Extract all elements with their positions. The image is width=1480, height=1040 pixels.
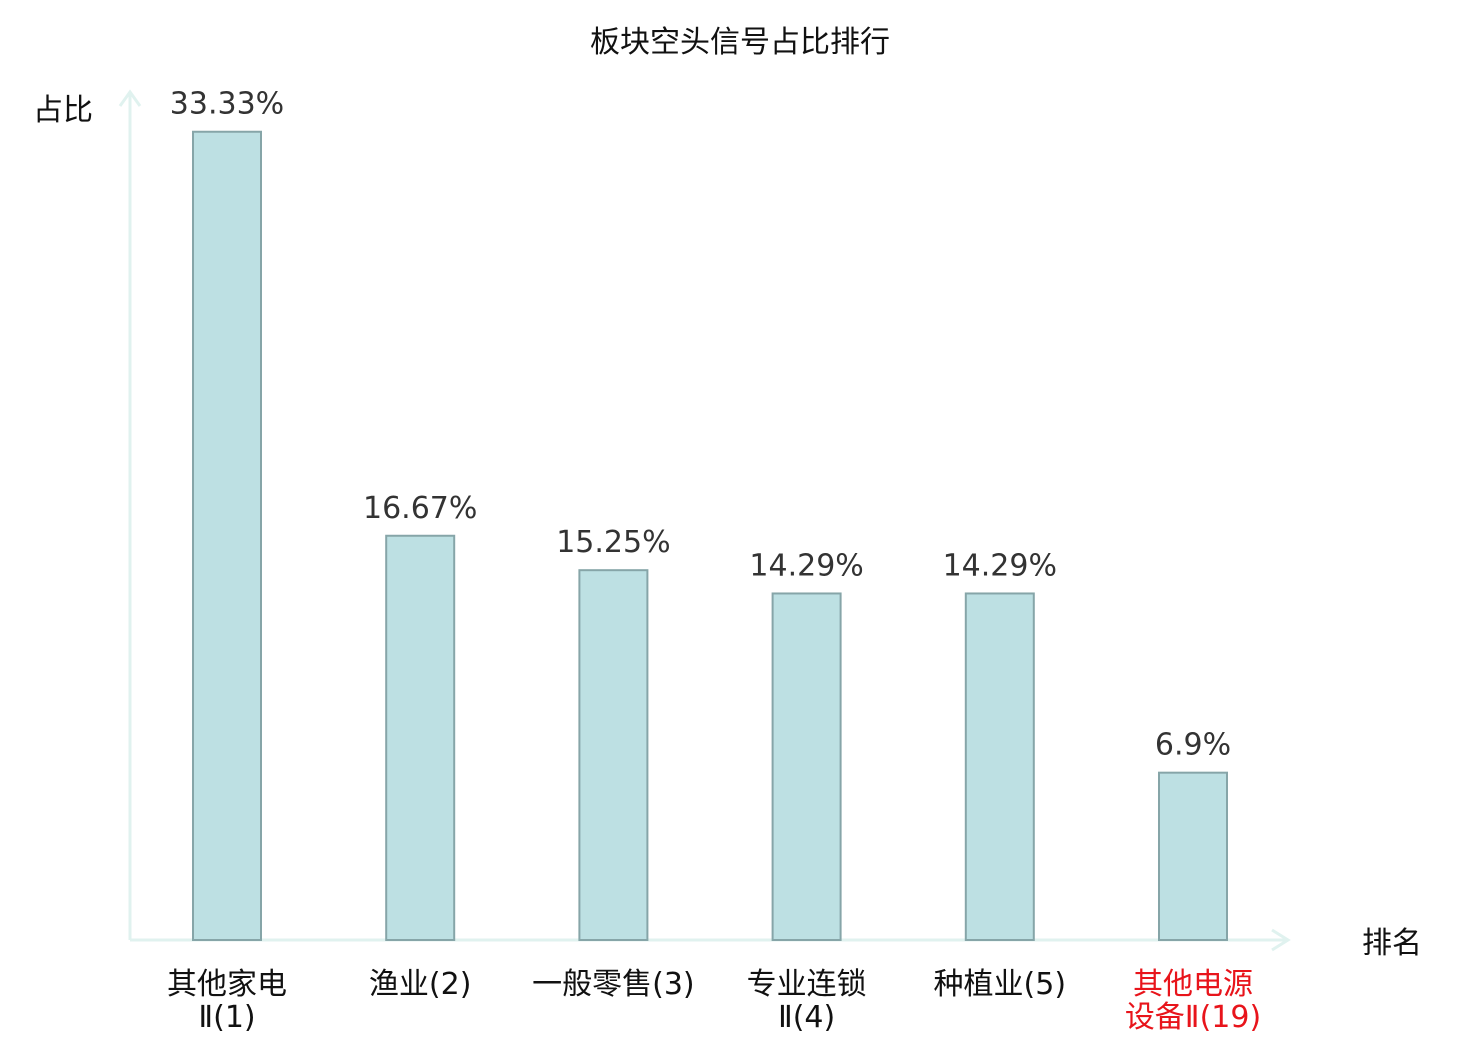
bar-6 — [1158, 771, 1228, 941]
category-label-line: 专业连锁 — [747, 967, 867, 1002]
category-label-line: 设备Ⅱ(19) — [1125, 1000, 1261, 1035]
data-label-4: 14.29% — [749, 548, 863, 583]
category-label-6: 其他电源设备Ⅱ(19) — [1125, 967, 1261, 1035]
axes — [118, 89, 1291, 952]
category-label-line: 其他家电 — [167, 967, 287, 1002]
bar-2 — [385, 534, 456, 941]
category-label-1: 其他家电 Ⅱ(1) — [167, 967, 287, 1035]
bars — [192, 130, 1228, 942]
bar-4 — [771, 592, 842, 942]
category-label-line: 渔业(2) — [369, 967, 472, 1002]
y-axis-arrow — [118, 89, 142, 107]
data-label-1: 33.33% — [170, 87, 284, 122]
y-axis-label: 占比 — [33, 93, 93, 128]
category-label-line: Ⅱ(4) — [778, 1000, 835, 1035]
chart-title: 板块空头信号占比排行 — [590, 25, 890, 60]
category-label-line: 其他电源 — [1133, 967, 1253, 1002]
category-label-3: 一般零售(3) — [532, 967, 695, 1002]
x-axis-label: 排名 — [1362, 926, 1422, 961]
x-axis-arrow — [1271, 928, 1291, 952]
category-label-line: 种植业(5) — [934, 967, 1067, 1002]
category-label-5: 种植业(5) — [934, 967, 1067, 1002]
data-label-2: 16.67% — [363, 491, 477, 526]
category-label-line: 一般零售(3) — [532, 967, 695, 1002]
data-labels: 33.33% 16.67% 15.25% 14.29% 14.29% 6.9% — [170, 87, 1231, 763]
category-label-4: 专业连锁 Ⅱ(4) — [747, 967, 867, 1035]
bar-5 — [964, 592, 1035, 942]
bar-3 — [578, 569, 649, 941]
category-labels: 其他家电 Ⅱ(1) 渔业(2) 一般零售(3) 专业连锁 Ⅱ(4) 种植业(5) 其他电源设备… — [167, 967, 1261, 1035]
bar-1 — [192, 130, 262, 941]
data-label-6: 6.9% — [1155, 728, 1231, 763]
data-label-5: 14.29% — [943, 548, 1057, 583]
data-label-3: 15.25% — [556, 525, 670, 560]
category-label-line: Ⅱ(1) — [198, 1000, 255, 1035]
category-label-2: 渔业(2) — [369, 967, 472, 1002]
